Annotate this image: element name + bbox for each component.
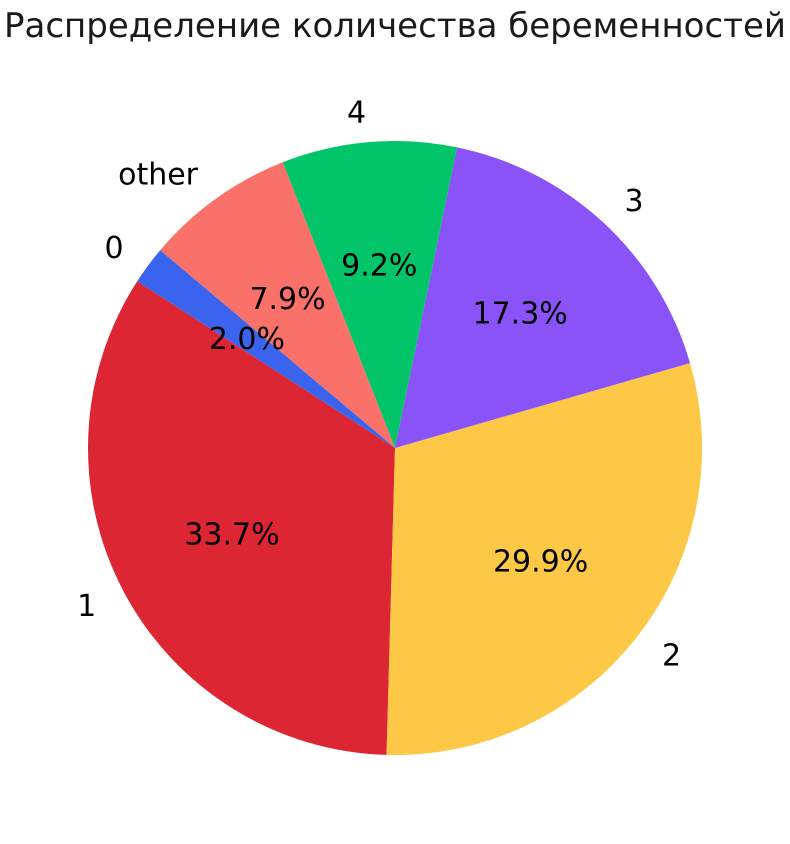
slice-pct-4: 9.2% bbox=[341, 248, 417, 283]
pie-slice-2 bbox=[386, 363, 703, 755]
slice-label-2: 2 bbox=[662, 639, 681, 674]
slice-pct-other: 7.9% bbox=[249, 282, 325, 317]
slice-pct-2: 29.9% bbox=[493, 545, 588, 580]
slice-label-3: 3 bbox=[624, 184, 643, 219]
chart-title: Распределение количества беременностей bbox=[4, 6, 786, 46]
pie-slice-4 bbox=[282, 141, 458, 448]
slice-label-4: 4 bbox=[347, 95, 366, 130]
slice-pct-1: 33.7% bbox=[184, 518, 279, 553]
slice-pct-0: 2.0% bbox=[209, 322, 285, 357]
pie-slice-1 bbox=[88, 281, 395, 755]
slice-label-other: other bbox=[118, 157, 199, 192]
pie-slice-0 bbox=[137, 250, 396, 448]
pie-slice-other bbox=[160, 162, 395, 448]
slice-pct-3: 17.3% bbox=[472, 297, 567, 332]
pie-slice-3 bbox=[395, 147, 691, 448]
slice-label-0: 0 bbox=[104, 231, 123, 266]
slice-label-1: 1 bbox=[77, 589, 96, 624]
